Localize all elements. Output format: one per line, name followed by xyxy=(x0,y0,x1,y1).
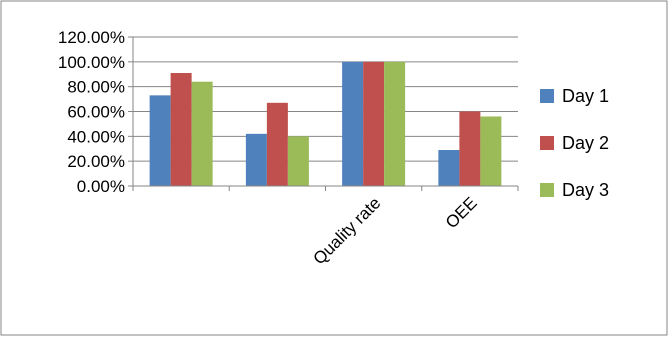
y-tick-label: 60.00% xyxy=(67,103,125,122)
bar xyxy=(170,73,192,186)
y-tick-label: 20.00% xyxy=(67,152,125,171)
bar xyxy=(149,95,171,186)
bar xyxy=(459,111,481,186)
bar xyxy=(480,116,502,186)
bar xyxy=(287,136,309,186)
legend-label: Day 1 xyxy=(562,86,609,106)
legend-swatch xyxy=(540,89,554,103)
y-tick-labels: 0.00% 20.00% 40.00% 60.00% 80.00% 100.00% 120.… xyxy=(58,28,125,196)
bar xyxy=(342,61,364,187)
y-tick-label: 0.00% xyxy=(77,177,125,196)
legend-label: Day 3 xyxy=(562,180,609,200)
legend-swatch xyxy=(540,183,554,197)
bar xyxy=(245,133,267,186)
y-tick-label: 100.00% xyxy=(58,53,125,72)
bar xyxy=(191,81,213,186)
bars xyxy=(149,61,502,187)
bar xyxy=(363,61,385,187)
legend: Day 1 Day 2 Day 3 xyxy=(540,86,609,200)
bar xyxy=(438,149,460,186)
axes xyxy=(128,36,519,191)
y-tick-label: 80.00% xyxy=(67,78,125,97)
legend-swatch xyxy=(540,136,554,150)
bar xyxy=(266,102,288,186)
legend-label: Day 2 xyxy=(562,133,609,153)
bar xyxy=(384,61,406,187)
y-tick-label: 40.00% xyxy=(67,127,125,146)
y-tick-label: 120.00% xyxy=(58,28,125,47)
